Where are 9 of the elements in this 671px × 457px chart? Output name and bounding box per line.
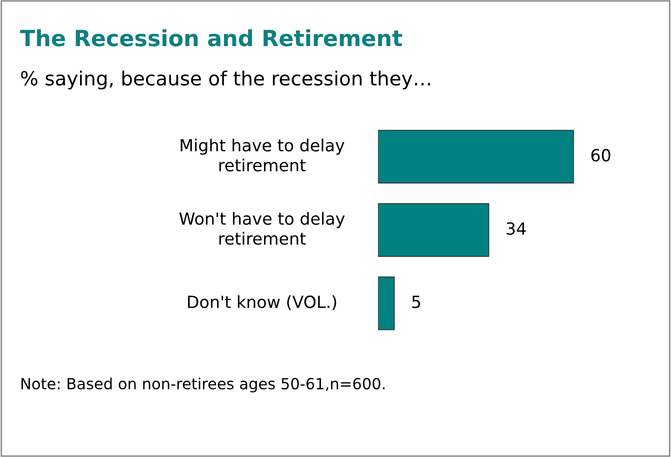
text: Note: Based on non-retirees ages 50-61,n=600.	[22, 378, 385, 392]
y-tick-label: Might have to delay retirement	[180, 138, 344, 172]
data-label: 5	[412, 296, 420, 308]
y-tick-label: Don't know (VOL.)	[188, 295, 336, 310]
chart-title: The Recession and Retirement	[20, 29, 402, 46]
chart-subtitle: % saying, because of the recession they…	[21, 70, 430, 90]
data-label: 34	[506, 222, 526, 235]
y-tick-label: Won't have to delay retirement	[179, 212, 345, 245]
data-label: 60	[591, 148, 610, 162]
